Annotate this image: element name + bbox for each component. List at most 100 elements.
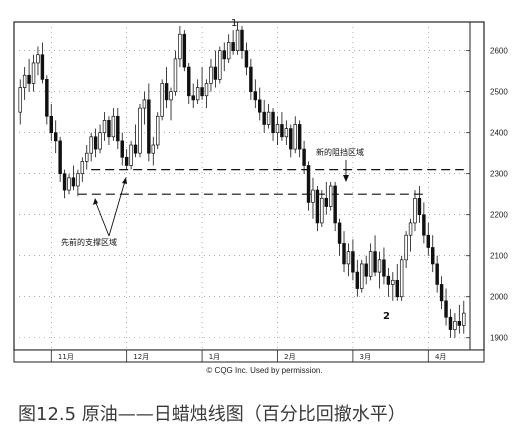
candle bbox=[328, 181, 333, 211]
candle bbox=[293, 116, 297, 154]
candle-body-down bbox=[58, 140, 62, 175]
candle bbox=[368, 243, 373, 281]
candle bbox=[391, 272, 395, 301]
candle-body-up bbox=[413, 197, 417, 224]
candle bbox=[315, 186, 320, 232]
candle-body-up bbox=[293, 124, 297, 150]
candle bbox=[231, 30, 235, 55]
candle bbox=[235, 21, 240, 55]
annotations: 新的阻挡区域 先前的支撑区域 1 2 bbox=[61, 18, 390, 322]
candle-body-up bbox=[209, 66, 213, 84]
candle-body-down bbox=[422, 214, 426, 236]
candle bbox=[417, 186, 422, 223]
candle bbox=[360, 259, 364, 293]
x-tick-label: 11月 bbox=[58, 353, 74, 361]
candle-body-down bbox=[289, 128, 293, 150]
candle-body-up bbox=[102, 120, 107, 134]
candle bbox=[213, 50, 218, 88]
candle-body-down bbox=[386, 275, 391, 285]
candle bbox=[142, 91, 147, 125]
y-tick-label: 2400 bbox=[490, 129, 508, 138]
candle bbox=[120, 132, 124, 166]
candle-body-up bbox=[85, 152, 89, 162]
candles bbox=[18, 21, 466, 338]
candle-body-up bbox=[226, 42, 231, 60]
candle-body-down bbox=[116, 115, 120, 142]
candle-body-down bbox=[457, 320, 462, 326]
candle-body-up bbox=[151, 144, 156, 154]
candle bbox=[195, 79, 200, 104]
time-axis-band bbox=[13, 349, 485, 363]
candle bbox=[160, 79, 164, 121]
figure-caption: 图12.5 原油——日蜡烛线图（百分比回撤水平） bbox=[18, 404, 406, 425]
marker-2: 2 bbox=[383, 311, 390, 322]
candle bbox=[204, 79, 209, 109]
candle bbox=[71, 165, 76, 191]
candle-body-down bbox=[49, 115, 53, 134]
candle bbox=[53, 120, 58, 154]
candle bbox=[311, 177, 315, 219]
candle-body-up bbox=[377, 259, 382, 273]
candle-body-up bbox=[129, 144, 133, 166]
support-arrow-left bbox=[95, 202, 110, 237]
candle bbox=[27, 58, 31, 92]
candle bbox=[271, 108, 275, 141]
candle bbox=[244, 42, 249, 76]
support-arrow-right-head bbox=[122, 177, 127, 184]
candle bbox=[337, 218, 342, 256]
candle-body-up bbox=[178, 33, 182, 60]
candle bbox=[240, 26, 244, 59]
candle-body-up bbox=[173, 58, 178, 93]
candle bbox=[324, 181, 329, 215]
candle-body-down bbox=[93, 136, 98, 150]
support-arrow-right bbox=[108, 180, 126, 237]
candle-body-down bbox=[147, 99, 151, 154]
candle-body-down bbox=[187, 66, 191, 97]
candle bbox=[164, 67, 169, 109]
candle-body-down bbox=[45, 79, 49, 117]
candle bbox=[173, 50, 178, 96]
candle bbox=[302, 140, 306, 174]
candle bbox=[226, 34, 231, 63]
y-tick-label: 2000 bbox=[490, 293, 508, 302]
x-tick-label: 3月 bbox=[360, 353, 371, 361]
candle bbox=[462, 300, 466, 334]
candle-body-down bbox=[53, 132, 58, 142]
candle bbox=[40, 42, 45, 84]
candle-body-up bbox=[328, 185, 333, 207]
candle bbox=[116, 108, 120, 150]
candle-body-down bbox=[40, 54, 45, 80]
candle bbox=[182, 30, 187, 72]
candle-body-down bbox=[395, 279, 399, 298]
marker-1: 1 bbox=[231, 18, 237, 29]
candle-body-down bbox=[27, 74, 31, 84]
candle-body-down bbox=[240, 29, 244, 52]
candle-body-up bbox=[218, 50, 222, 80]
candle-body-up bbox=[67, 177, 71, 191]
candle-body-down bbox=[164, 83, 169, 101]
candle bbox=[289, 124, 293, 158]
candle-body-up bbox=[80, 161, 85, 175]
candle bbox=[364, 255, 368, 285]
candle bbox=[76, 169, 80, 197]
candle-body-down bbox=[337, 222, 342, 244]
candle bbox=[67, 173, 71, 195]
candle-body-down bbox=[351, 251, 355, 273]
y-tick-label: 2600 bbox=[490, 47, 508, 56]
candle bbox=[124, 149, 129, 170]
candle-body-up bbox=[31, 62, 36, 84]
candle-body-down bbox=[182, 33, 187, 68]
candle-body-down bbox=[120, 140, 124, 158]
candle-body-down bbox=[191, 95, 195, 101]
candle bbox=[395, 263, 399, 301]
candle bbox=[413, 190, 417, 232]
annotation-support-label: 先前的支撑区域 bbox=[61, 237, 117, 247]
chart-credit: © CQG Inc. Used by permission. bbox=[206, 366, 323, 375]
candle-body-down bbox=[302, 148, 306, 166]
support-arrow-left-head bbox=[93, 198, 98, 205]
candle bbox=[280, 112, 284, 141]
candle bbox=[191, 83, 195, 109]
candle-body-down bbox=[200, 87, 204, 97]
candle-body-down bbox=[253, 91, 258, 101]
candle-body-up bbox=[320, 197, 324, 224]
